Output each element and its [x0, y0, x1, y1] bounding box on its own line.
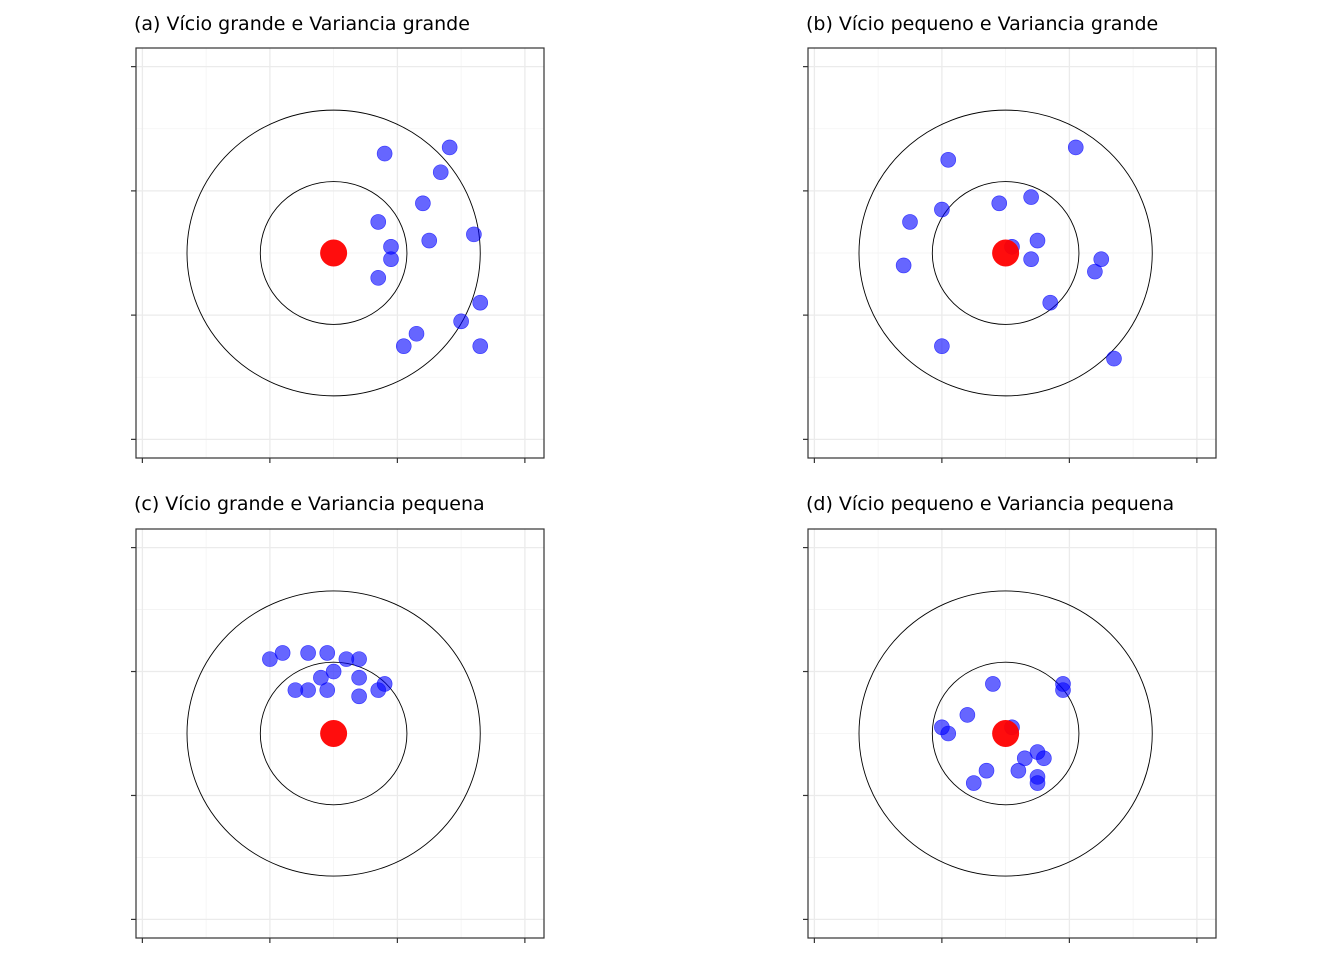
- data-point: [319, 682, 336, 698]
- data-point: [1023, 251, 1039, 268]
- data-point: [370, 682, 387, 698]
- data-point: [1042, 294, 1059, 311]
- data-point: [351, 688, 367, 705]
- target-center-point: [320, 720, 348, 747]
- panel-border: [135, 47, 545, 459]
- data-point: [965, 775, 982, 791]
- data-point: [472, 294, 489, 311]
- data-point: [408, 325, 425, 342]
- data-point: [415, 195, 431, 212]
- data-point: [1036, 750, 1052, 767]
- data-point: [978, 762, 995, 779]
- data-point: [453, 313, 469, 330]
- data-point: [1106, 350, 1122, 367]
- data-point: [1093, 251, 1110, 268]
- gridlines: [808, 48, 1216, 458]
- data-point: [934, 201, 950, 218]
- target-ring-1: [931, 661, 1080, 806]
- target-ring-2: [858, 590, 1153, 877]
- data-point: [395, 338, 412, 354]
- data-point: [383, 251, 399, 268]
- panel-3: (c) Vício grande e Variancia pequena: [131, 493, 545, 943]
- panel-title: (d) Vício pequeno e Variancia pequena: [806, 493, 1174, 515]
- gridlines: [808, 529, 1216, 938]
- panel-1: (a) Vício grande e Variancia grande: [131, 13, 545, 463]
- panel-4: (d) Vício pequeno e Variancia pequena: [803, 493, 1217, 943]
- gridlines: [136, 48, 544, 458]
- panel-border: [807, 528, 1217, 939]
- panel-title: (c) Vício grande e Variancia pequena: [134, 493, 485, 515]
- panel-title: (b) Vício pequeno e Variancia grande: [806, 13, 1158, 35]
- target-center-point: [992, 239, 1020, 267]
- data-point: [1067, 139, 1084, 156]
- data-point: [325, 663, 342, 680]
- panel-border: [807, 47, 1217, 459]
- data-point: [902, 214, 918, 230]
- data-point: [274, 645, 291, 661]
- panel-title: (a) Vício grande e Variancia grande: [134, 13, 470, 35]
- data-point: [351, 651, 367, 667]
- data-point: [1029, 232, 1046, 249]
- data-point: [370, 270, 387, 286]
- data-point: [262, 651, 278, 667]
- target-ring-1: [931, 181, 1080, 325]
- panel-border: [135, 528, 545, 939]
- target-center-point: [320, 239, 348, 267]
- data-point: [472, 338, 489, 354]
- data-point: [991, 195, 1008, 212]
- data-point: [1087, 263, 1103, 280]
- data-point: [432, 164, 449, 181]
- data-point: [1029, 775, 1046, 791]
- data-point: [1016, 750, 1033, 767]
- data-point: [441, 139, 458, 156]
- data-point: [300, 682, 316, 698]
- data-point: [351, 669, 367, 686]
- target-ring-1: [259, 661, 408, 806]
- data-point: [1023, 189, 1039, 205]
- data-point: [1010, 762, 1027, 779]
- data-point: [934, 338, 950, 354]
- target-center-point: [992, 720, 1020, 747]
- data-point: [940, 152, 957, 168]
- data-point: [940, 725, 957, 742]
- target-ring-1: [259, 181, 408, 325]
- data-point: [421, 232, 438, 249]
- data-point: [895, 257, 912, 274]
- target-ring-2: [186, 109, 481, 397]
- data-point: [959, 707, 976, 723]
- data-point: [370, 214, 387, 230]
- panel-2: (b) Vício pequeno e Variancia grande: [803, 13, 1217, 463]
- target-ring-2: [186, 590, 481, 877]
- target-ring-2: [858, 109, 1153, 397]
- data-point: [313, 669, 329, 686]
- data-point: [376, 145, 393, 162]
- data-point: [319, 645, 336, 661]
- data-point: [466, 226, 482, 243]
- data-point: [985, 676, 1001, 692]
- data-point: [300, 645, 316, 661]
- data-point: [1055, 682, 1071, 698]
